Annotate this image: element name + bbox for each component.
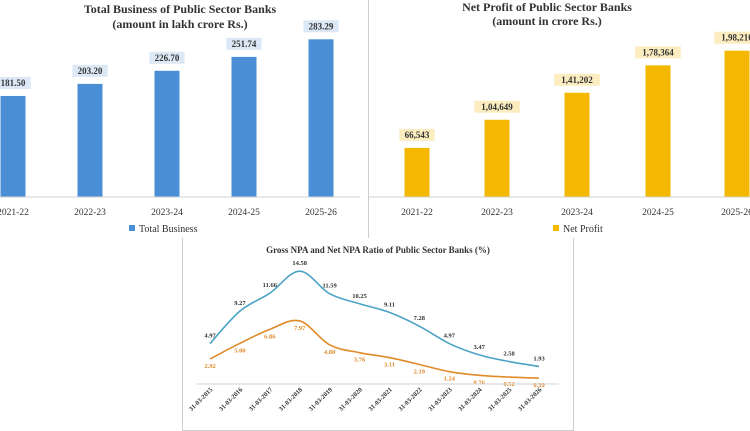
data-label: 3.47 <box>473 344 485 351</box>
data-label: 9.11 <box>384 301 395 308</box>
data-label: 5.00 <box>234 347 245 354</box>
bar <box>231 56 257 198</box>
data-label-bg <box>554 73 600 86</box>
bar <box>77 83 103 197</box>
data-label: 10.25 <box>352 293 367 300</box>
data-label: 0.52 <box>503 381 514 388</box>
data-label: 66,543 <box>405 130 430 140</box>
legend-swatch <box>553 225 559 231</box>
x-tick-label: 31-03-2021 <box>367 386 393 412</box>
net-profit-chart-panel: Net Profit of Public Sector Banks (amoun… <box>368 0 750 238</box>
data-label-bg <box>635 46 681 59</box>
data-label-bg <box>399 128 435 141</box>
chart-title: Net Profit of Public Sector Banks <box>462 0 632 14</box>
data-label: 181.50 <box>1 78 26 88</box>
data-label: 1,41,202 <box>561 75 593 85</box>
data-label: 7.28 <box>414 315 426 322</box>
data-label-bg <box>0 76 31 89</box>
data-label: 1,98,210 <box>721 33 750 43</box>
x-tick-label: 31-03-2016 <box>218 386 245 413</box>
npa-ratio-chart-panel: Gross NPA and Net NPA Ratio of Public Se… <box>182 238 574 431</box>
data-label: 226.70 <box>155 53 180 63</box>
legend-swatch <box>129 225 135 231</box>
x-tick-label: 2022-23 <box>74 208 106 218</box>
data-label: 6.86 <box>264 333 276 340</box>
data-label: 14.58 <box>292 260 307 267</box>
x-tick-label: 2023-24 <box>151 208 183 218</box>
data-label: 1.93 <box>533 355 545 362</box>
data-label-bg <box>714 31 750 44</box>
x-tick-label: 31-03-2019 <box>308 386 335 413</box>
chart-subtitle: (amount in lakh crore Rs.) <box>112 17 247 31</box>
bar <box>154 70 180 197</box>
data-label: 203.20 <box>78 66 103 76</box>
net-profit-chart: Net Profit of Public Sector Banks (amoun… <box>369 0 750 235</box>
x-tick-label: 31-03-2025 <box>487 386 514 413</box>
data-label: 1,04,649 <box>481 102 513 112</box>
data-label: 283.29 <box>309 21 334 31</box>
x-tick-label: 2021-22 <box>0 208 29 218</box>
data-label: 0.76 <box>473 379 485 386</box>
data-label: 3.11 <box>384 362 395 369</box>
data-label: 11.66 <box>263 282 278 289</box>
legend-label: Total Business <box>139 224 198 235</box>
data-label: 2.19 <box>414 369 426 376</box>
data-label: 4.80 <box>324 349 335 356</box>
x-tick-label: 2025-26 <box>721 208 750 218</box>
bar <box>404 147 430 197</box>
x-tick-label: 2023-24 <box>561 208 593 218</box>
npa-ratio-chart: Gross NPA and Net NPA Ratio of Public Se… <box>188 245 559 413</box>
series-line <box>209 270 540 368</box>
data-label: 1,78,364 <box>642 47 674 57</box>
series-line <box>209 319 540 379</box>
data-label: 11.59 <box>322 283 337 290</box>
data-label-bg <box>474 100 520 113</box>
bar <box>564 92 590 197</box>
data-label: 9.27 <box>234 300 246 307</box>
x-tick-label: 31-03-2026 <box>517 386 544 413</box>
data-label: 4.97 <box>444 333 456 340</box>
data-label: 0.39 <box>533 382 545 389</box>
data-label-bg <box>303 20 339 33</box>
data-label: 4.97 <box>204 333 216 340</box>
x-tick-label: 2022-23 <box>481 208 513 218</box>
x-tick-label: 2024-25 <box>642 208 674 218</box>
data-label-bg <box>72 64 108 77</box>
x-tick-label: 31-03-2023 <box>427 386 454 413</box>
data-label: 7.97 <box>294 325 306 332</box>
x-tick-label: 2021-22 <box>401 208 433 218</box>
data-label: 251.74 <box>232 39 257 49</box>
x-tick-label: 31-03-2018 <box>278 386 305 413</box>
data-label: 3.76 <box>354 357 366 364</box>
data-label-bg <box>149 51 185 64</box>
x-tick-label: 31-03-2024 <box>457 386 484 413</box>
bar <box>484 119 510 197</box>
legend-label: Net Profit <box>563 224 603 235</box>
total-business-chart: Total Business of Public Sector Banks (a… <box>0 2 360 235</box>
chart-subtitle: (amount in crore Rs.) <box>492 14 602 28</box>
x-tick-label: 2025-26 <box>305 208 337 218</box>
data-label: 1.24 <box>444 376 456 383</box>
bar <box>724 50 750 197</box>
data-label: 2.92 <box>204 363 215 370</box>
chart-title: Gross NPA and Net NPA Ratio of Public Se… <box>266 245 490 255</box>
x-tick-label: 31-03-2017 <box>248 386 275 413</box>
x-tick-label: 31-03-2020 <box>338 386 364 412</box>
bar <box>0 95 26 197</box>
data-label-bg <box>226 37 262 50</box>
x-tick-label: 2024-25 <box>228 208 260 218</box>
total-business-chart-panel: Total Business of Public Sector Banks (a… <box>0 0 360 238</box>
chart-title: Total Business of Public Sector Banks <box>84 2 277 16</box>
x-tick-label: 31-03-2022 <box>397 386 423 412</box>
bar <box>645 65 671 198</box>
data-label: 2.58 <box>503 351 515 358</box>
bar <box>308 39 334 198</box>
x-tick-label: 31-03-2015 <box>188 386 215 413</box>
